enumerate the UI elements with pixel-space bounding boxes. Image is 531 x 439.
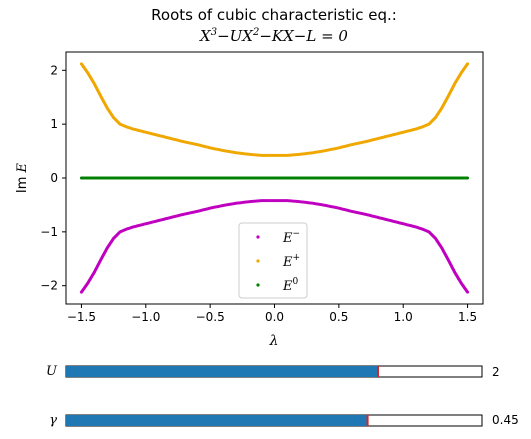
slider-u-value: 2 bbox=[492, 365, 500, 379]
x-tick-label: 0.5 bbox=[329, 310, 348, 324]
slider-gamma-label: γ bbox=[49, 413, 57, 428]
legend-e-zero-sup: 0 bbox=[293, 277, 299, 287]
y-tick-label: 0 bbox=[50, 171, 58, 185]
chart-title-line1: Roots of cubic characteristic eq.: bbox=[151, 6, 397, 24]
slider-u-handle[interactable] bbox=[377, 366, 379, 377]
y-tick-label: −2 bbox=[40, 279, 58, 293]
y-tick-label: 2 bbox=[50, 63, 58, 77]
series-1-points bbox=[79, 62, 470, 157]
slider-u-fill bbox=[66, 366, 378, 377]
plot-area: −1.5 −1.0 −0.5 0.0 0.5 1.0 1.5 −2 −1 0 1 2 bbox=[40, 51, 484, 324]
series-point bbox=[466, 290, 470, 294]
legend-marker-e-minus bbox=[256, 235, 260, 239]
slider-u-label: U bbox=[46, 364, 58, 379]
y-ticks: −2 −1 0 1 2 bbox=[40, 63, 66, 293]
slider-u[interactable]: U 2 bbox=[46, 364, 500, 379]
slider-gamma-fill bbox=[66, 415, 368, 426]
legend-e-minus-sup: − bbox=[293, 229, 301, 239]
series-2-points bbox=[79, 176, 470, 180]
y-axis-label-prefix: Im bbox=[15, 172, 30, 193]
slider-gamma-handle[interactable] bbox=[366, 415, 369, 426]
x-tick-label: −1.0 bbox=[131, 310, 160, 324]
series-point bbox=[466, 176, 470, 180]
x-axis-label: λ bbox=[269, 333, 279, 349]
x-tick-label: 1.5 bbox=[458, 310, 477, 324]
x-tick-label: 0.0 bbox=[265, 310, 284, 324]
title-eq-sup1: 3 bbox=[211, 27, 217, 38]
legend-e-plus-base: E bbox=[282, 255, 293, 270]
y-axis-label-var: E bbox=[15, 162, 30, 173]
x-tick-label: 1.0 bbox=[394, 310, 413, 324]
title-eq-part2: −UX bbox=[217, 27, 254, 45]
legend-label-e-minus: E− bbox=[282, 229, 300, 246]
y-tick-label: −1 bbox=[40, 225, 58, 239]
legend-marker-e-zero bbox=[256, 283, 260, 287]
title-eq-part3: −KX−L = 0 bbox=[259, 27, 348, 45]
series-layer bbox=[79, 62, 470, 294]
legend-label-e-zero: E0 bbox=[282, 277, 299, 294]
y-tick-label: 1 bbox=[50, 117, 58, 131]
slider-gamma[interactable]: γ 0.45 bbox=[49, 413, 519, 428]
legend-box bbox=[238, 222, 308, 299]
title-eq-sup2: 2 bbox=[252, 27, 259, 38]
legend-e-zero-base: E bbox=[282, 279, 293, 294]
chart-title-line2: X3−UX2−KX−L = 0 bbox=[199, 27, 348, 45]
legend-e-minus-base: E bbox=[282, 231, 293, 246]
x-tick-label: −0.5 bbox=[196, 310, 225, 324]
y-axis-label: Im E bbox=[15, 162, 30, 193]
series-point bbox=[466, 62, 470, 66]
slider-gamma-value: 0.45 bbox=[492, 413, 519, 427]
x-tick-label: −1.5 bbox=[67, 310, 96, 324]
legend-marker-e-plus bbox=[256, 259, 260, 263]
title-eq-part1: X bbox=[199, 27, 212, 45]
x-ticks: −1.5 −1.0 −0.5 0.0 0.5 1.0 1.5 bbox=[67, 304, 477, 324]
legend-e-plus-sup: + bbox=[293, 253, 301, 263]
series-0-points bbox=[79, 199, 470, 294]
legend: E− E+ E0 bbox=[238, 222, 308, 299]
legend-label-e-plus: E+ bbox=[282, 253, 300, 270]
